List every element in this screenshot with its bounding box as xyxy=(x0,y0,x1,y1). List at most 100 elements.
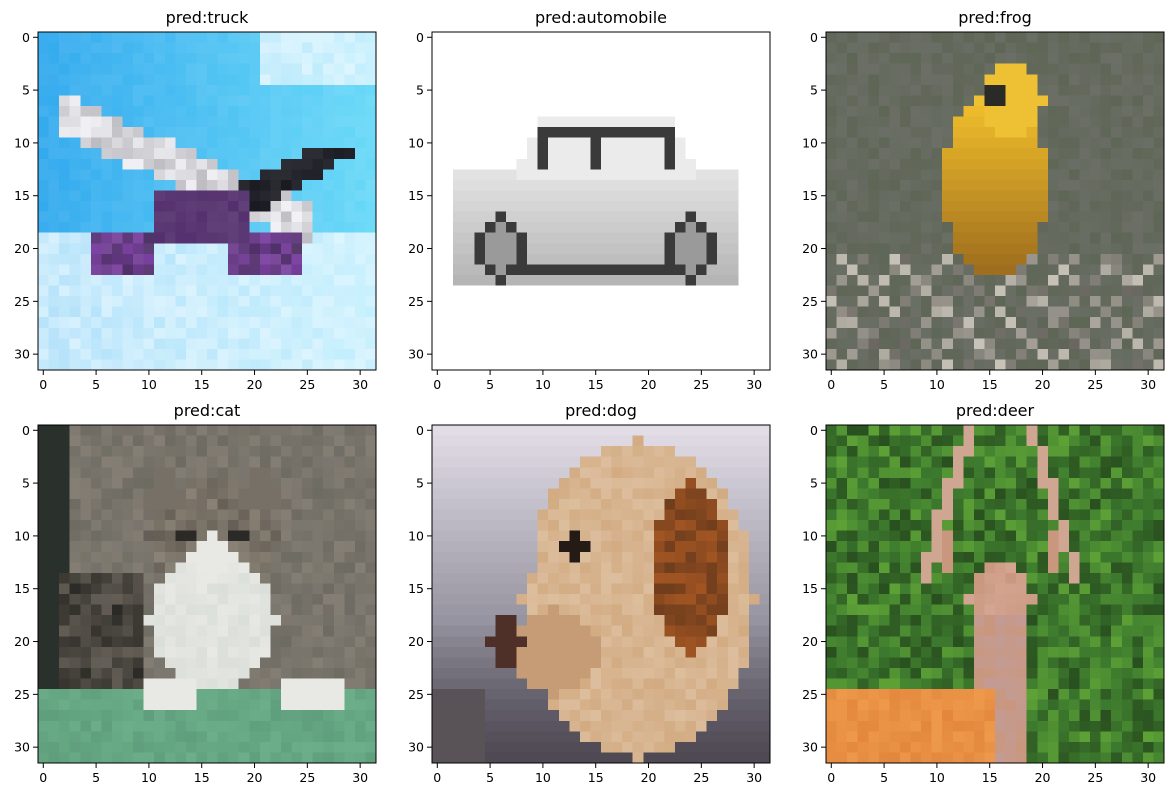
x-tick-label: 25 xyxy=(299,377,315,392)
x-tick-label: 10 xyxy=(141,377,157,392)
subplot-2: pred:automobile 0 5 10 15 20 25 30 0 5 10 15 20 25 30 xyxy=(408,8,771,392)
axes-frame xyxy=(37,31,377,371)
subplot-1: pred:truck 0 5 10 15 20 25 30 0 5 10 15 20 25 30 xyxy=(14,8,377,392)
y-tick-label: 5 xyxy=(810,476,818,491)
x-tick-label: 5 xyxy=(880,377,888,392)
x-tick-label: 30 xyxy=(746,377,762,392)
y-tick-label: 30 xyxy=(408,740,424,755)
x-tick-label: 10 xyxy=(141,770,157,785)
x-tick-label: 25 xyxy=(299,770,315,785)
subplot-title: pred:deer xyxy=(956,401,1035,420)
subplot-title: pred:dog xyxy=(565,401,637,420)
y-tick-label: 15 xyxy=(802,188,818,203)
x-tick-label: 30 xyxy=(352,770,368,785)
x-tick-label: 15 xyxy=(588,377,604,392)
x-tick-label: 0 xyxy=(433,770,441,785)
x-tick-label: 20 xyxy=(247,770,263,785)
x-tick-label: 20 xyxy=(1035,770,1051,785)
x-tick-label: 5 xyxy=(92,770,100,785)
cat-image xyxy=(38,425,377,764)
y-tick-label: 5 xyxy=(416,476,424,491)
y-tick-label: 10 xyxy=(408,528,424,543)
x-tick-label: 10 xyxy=(929,377,945,392)
y-tick-label: 30 xyxy=(408,347,424,362)
bird-image xyxy=(826,32,1165,371)
y-tick-label: 25 xyxy=(408,687,424,702)
subplot-title: pred:automobile xyxy=(535,8,667,27)
x-tick-label: 10 xyxy=(535,377,551,392)
deer-image xyxy=(826,425,1165,764)
y-tick-label: 25 xyxy=(14,294,30,309)
x-tick-label: 0 xyxy=(827,770,835,785)
x-tick-label: 25 xyxy=(693,377,709,392)
y-tick-label: 15 xyxy=(802,581,818,596)
x-tick-label: 5 xyxy=(92,377,100,392)
axes-frame xyxy=(37,424,377,764)
y-tick-label: 0 xyxy=(416,30,424,45)
y-tick-label: 25 xyxy=(802,687,818,702)
subplot-title: pred:frog xyxy=(958,8,1032,27)
x-tick-label: 20 xyxy=(641,377,657,392)
x-tick-label: 0 xyxy=(39,377,47,392)
y-tick-label: 20 xyxy=(802,634,818,649)
y-tick-label: 15 xyxy=(14,188,30,203)
x-tick-label: 30 xyxy=(1140,770,1156,785)
x-tick-label: 10 xyxy=(535,770,551,785)
y-tick-label: 10 xyxy=(14,528,30,543)
subplot-title: pred:truck xyxy=(166,8,250,27)
axes-frame xyxy=(825,31,1165,371)
x-tick-label: 30 xyxy=(1140,377,1156,392)
y-tick-label: 0 xyxy=(810,423,818,438)
y-tick-label: 20 xyxy=(408,634,424,649)
x-tick-label: 30 xyxy=(352,377,368,392)
y-tick-label: 25 xyxy=(14,687,30,702)
dog-image xyxy=(432,425,771,764)
x-tick-label: 25 xyxy=(1087,377,1103,392)
x-tick-label: 20 xyxy=(247,377,263,392)
y-tick-label: 30 xyxy=(802,347,818,362)
y-tick-label: 20 xyxy=(14,634,30,649)
x-tick-label: 15 xyxy=(982,770,998,785)
airplane-image xyxy=(38,32,377,371)
subplot-5: pred:dog 0 5 10 15 20 25 30 0 5 10 15 20 25 30 xyxy=(408,401,771,785)
axes-frame xyxy=(825,424,1165,764)
x-tick-label: 30 xyxy=(746,770,762,785)
x-tick-label: 25 xyxy=(1087,770,1103,785)
axes-frame xyxy=(431,31,771,371)
x-tick-label: 10 xyxy=(929,770,945,785)
y-tick-label: 5 xyxy=(416,83,424,98)
y-tick-label: 10 xyxy=(802,135,818,150)
y-tick-label: 15 xyxy=(408,581,424,596)
x-tick-label: 0 xyxy=(827,377,835,392)
x-tick-label: 0 xyxy=(433,377,441,392)
y-tick-label: 0 xyxy=(810,30,818,45)
subplot-grid: pred:truck 0 5 10 15 20 25 30 0 5 10 15 20 25 30 pred:a… xyxy=(14,8,1165,785)
y-tick-label: 10 xyxy=(408,135,424,150)
x-tick-label: 15 xyxy=(194,377,210,392)
axes-frame xyxy=(431,424,771,764)
y-tick-label: 20 xyxy=(408,241,424,256)
y-tick-label: 0 xyxy=(22,30,30,45)
y-tick-label: 30 xyxy=(14,347,30,362)
y-tick-label: 15 xyxy=(408,188,424,203)
x-tick-label: 5 xyxy=(880,770,888,785)
x-tick-label: 25 xyxy=(693,770,709,785)
y-tick-label: 20 xyxy=(14,241,30,256)
subplot-4: pred:cat 0 5 10 15 20 25 30 0 5 10 15 20 25 30 xyxy=(14,401,377,785)
y-tick-label: 5 xyxy=(810,83,818,98)
subplot-3: pred:frog 0 5 10 15 20 25 30 0 5 10 15 20 25 30 xyxy=(802,8,1165,392)
x-tick-label: 15 xyxy=(588,770,604,785)
y-tick-label: 0 xyxy=(22,423,30,438)
y-tick-label: 30 xyxy=(802,740,818,755)
y-tick-label: 10 xyxy=(802,528,818,543)
y-tick-label: 20 xyxy=(802,241,818,256)
y-tick-label: 10 xyxy=(14,135,30,150)
x-tick-label: 20 xyxy=(1035,377,1051,392)
x-tick-label: 5 xyxy=(486,377,494,392)
y-tick-label: 0 xyxy=(416,423,424,438)
y-tick-label: 25 xyxy=(802,294,818,309)
subplot-6: pred:deer 0 5 10 15 20 25 30 0 5 10 15 20 25 30 xyxy=(802,401,1165,785)
x-tick-label: 20 xyxy=(641,770,657,785)
y-tick-label: 15 xyxy=(14,581,30,596)
